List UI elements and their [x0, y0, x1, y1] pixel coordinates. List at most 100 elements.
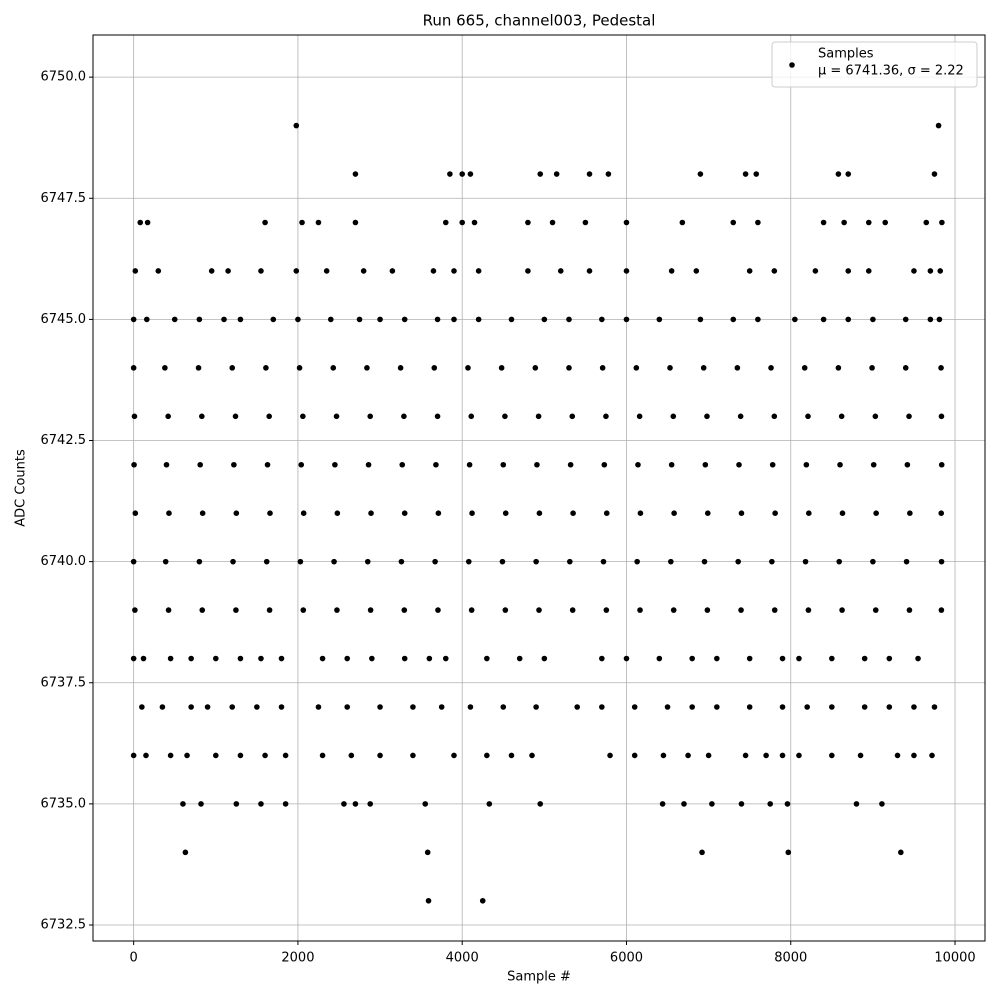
points	[130, 122, 945, 904]
point	[229, 704, 236, 710]
point	[282, 752, 289, 759]
point	[927, 316, 934, 323]
point	[500, 461, 507, 468]
point	[873, 510, 879, 516]
y-tick-label: 6737.5	[41, 675, 87, 690]
point	[714, 704, 720, 710]
point	[229, 365, 236, 371]
point	[586, 268, 593, 274]
point	[163, 461, 170, 468]
point	[258, 801, 264, 807]
point	[162, 365, 168, 371]
point	[668, 268, 675, 274]
point	[237, 752, 244, 759]
point	[567, 558, 573, 565]
point	[341, 801, 347, 807]
point	[541, 316, 548, 323]
point	[165, 607, 172, 613]
point	[861, 704, 868, 710]
point	[196, 558, 203, 565]
point	[486, 801, 493, 807]
point	[212, 752, 219, 759]
point	[670, 413, 677, 420]
point	[779, 752, 786, 759]
point	[262, 752, 268, 759]
point	[237, 316, 244, 323]
point	[923, 219, 930, 226]
point	[623, 316, 630, 323]
point	[785, 849, 792, 856]
point	[600, 558, 607, 565]
point	[475, 316, 482, 323]
point	[736, 461, 742, 468]
point	[377, 752, 383, 759]
point	[435, 510, 442, 516]
point	[431, 365, 438, 371]
point	[857, 752, 864, 759]
point	[237, 655, 244, 662]
point	[536, 510, 543, 516]
point	[742, 752, 749, 759]
point	[569, 607, 576, 613]
point	[534, 461, 540, 468]
point	[130, 365, 137, 371]
x-tick-label: 10000	[934, 951, 975, 966]
point	[143, 752, 149, 759]
point	[837, 461, 843, 468]
point	[499, 558, 506, 565]
point	[352, 801, 359, 807]
point	[805, 607, 812, 613]
point	[701, 558, 708, 565]
plot-frame	[92, 34, 986, 942]
point	[199, 413, 205, 420]
point	[936, 316, 943, 323]
point	[426, 655, 433, 662]
point	[208, 268, 215, 274]
point	[315, 704, 322, 710]
point	[784, 801, 791, 807]
point	[659, 801, 666, 807]
point	[266, 607, 273, 613]
point	[753, 171, 760, 177]
point	[466, 461, 473, 468]
point	[886, 655, 893, 662]
point	[184, 752, 190, 759]
point	[845, 268, 852, 274]
point	[704, 607, 711, 613]
point	[447, 171, 453, 177]
point	[746, 655, 753, 662]
point	[915, 655, 921, 662]
point	[865, 219, 872, 226]
point	[516, 655, 523, 662]
point	[670, 607, 677, 613]
point	[911, 752, 917, 759]
point	[904, 461, 911, 468]
point	[323, 268, 330, 274]
point	[599, 365, 606, 371]
point	[468, 607, 475, 613]
point	[500, 704, 507, 710]
point	[537, 171, 544, 177]
point	[298, 461, 305, 468]
point	[804, 704, 810, 710]
point	[465, 365, 471, 371]
point	[195, 365, 202, 371]
point	[424, 849, 431, 856]
point	[348, 752, 355, 759]
point	[603, 607, 610, 613]
point	[553, 171, 560, 177]
point	[365, 461, 372, 468]
point	[233, 510, 240, 516]
point	[434, 316, 441, 323]
point	[730, 219, 737, 226]
point	[812, 268, 819, 274]
point	[479, 897, 486, 904]
point	[451, 316, 457, 323]
y-tick-label: 6735.0	[41, 796, 87, 811]
point	[637, 510, 644, 516]
point	[870, 461, 877, 468]
point	[137, 219, 144, 226]
point	[212, 655, 219, 662]
x-axis-label: Sample #	[507, 970, 571, 985]
point	[894, 752, 901, 759]
